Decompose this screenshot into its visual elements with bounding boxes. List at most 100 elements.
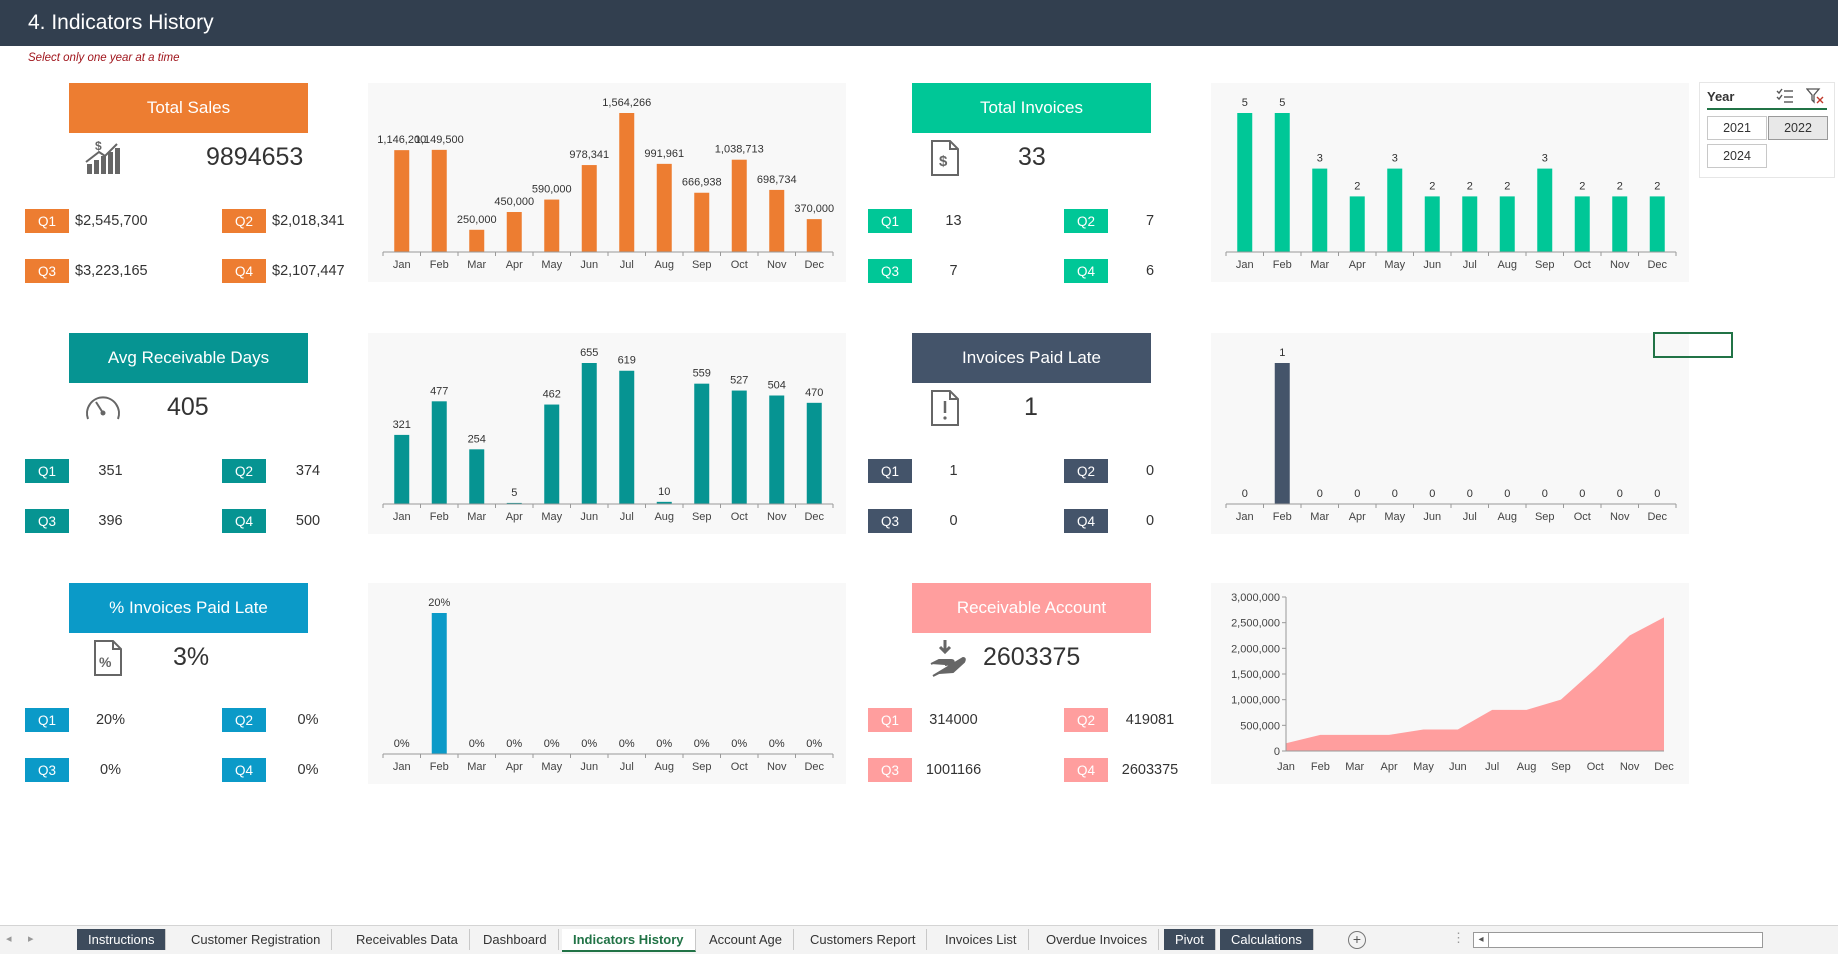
bar xyxy=(769,395,785,504)
tab-receivables-data[interactable]: Receivables Data xyxy=(345,929,470,950)
bar xyxy=(694,383,710,504)
bar xyxy=(1387,168,1403,252)
q3-value: 396 xyxy=(69,509,152,533)
q4-value: 6 xyxy=(1108,259,1192,283)
bar xyxy=(581,363,597,504)
x-tick-label: Apr xyxy=(506,761,523,773)
q2-value: $2,018,341 xyxy=(266,209,354,233)
q3-label: Q3 xyxy=(25,259,69,283)
data-label: 3 xyxy=(1542,153,1548,165)
bar xyxy=(394,150,410,252)
bar xyxy=(581,165,597,252)
data-label: 370,000 xyxy=(794,203,834,215)
data-label: 978,341 xyxy=(569,149,609,161)
bar xyxy=(1612,196,1628,252)
q2-value: 419081 xyxy=(1108,708,1192,732)
data-label: 0 xyxy=(1392,488,1398,500)
tab-instructions[interactable]: Instructions xyxy=(77,929,167,950)
add-sheet-icon[interactable]: + xyxy=(1348,931,1366,949)
tab-customer-registration[interactable]: Customer Registration xyxy=(180,929,333,950)
x-tick-label: Sep xyxy=(692,259,712,271)
data-label: 0 xyxy=(1504,488,1510,500)
x-tick-label: Sep xyxy=(692,511,712,523)
slicer-item-2024[interactable]: 2024 xyxy=(1707,144,1767,168)
y-tick-label: 2,500,000 xyxy=(1231,618,1280,630)
x-tick-label: Dec xyxy=(804,761,824,773)
q4-label: Q4 xyxy=(222,259,266,283)
data-label: 0 xyxy=(1242,488,1248,500)
hscroll-left-button[interactable]: ◂ xyxy=(1473,932,1489,948)
q2-value: 0 xyxy=(1108,459,1192,483)
horizontal-scrollbar[interactable] xyxy=(1488,932,1763,948)
q1-label: Q1 xyxy=(868,209,912,233)
q3-value: $3,223,165 xyxy=(69,259,160,283)
y-tick-label: 2,000,000 xyxy=(1231,643,1280,655)
data-label: 5 xyxy=(511,487,517,499)
x-tick-label: Mar xyxy=(467,259,486,271)
split-handle-icon[interactable]: ⋮ xyxy=(1452,930,1465,945)
x-tick-label: Nov xyxy=(1610,259,1630,271)
q2-label: Q2 xyxy=(222,708,266,732)
data-label: 1,564,266 xyxy=(602,97,651,109)
data-label: 0 xyxy=(1617,488,1623,500)
avg-days-value: 405 xyxy=(167,393,209,421)
title-bar: 4. Indicators History xyxy=(0,0,1838,46)
data-label: 477 xyxy=(430,385,448,397)
scroll-left-icon[interactable]: ◂ xyxy=(6,933,12,945)
svg-text:%: % xyxy=(99,654,112,670)
y-tick-label: 3,000,000 xyxy=(1231,592,1280,604)
q4-value: 500 xyxy=(266,509,350,533)
x-tick-label: Nov xyxy=(767,259,787,271)
selected-cell[interactable] xyxy=(1653,332,1733,358)
q4-label: Q4 xyxy=(1064,259,1108,283)
slicer-item-2021[interactable]: 2021 xyxy=(1707,116,1767,140)
bar xyxy=(469,449,485,504)
x-tick-label: May xyxy=(1413,761,1434,773)
x-tick-label: Dec xyxy=(804,259,824,271)
tab-overdue-invoices[interactable]: Overdue Invoices xyxy=(1035,929,1160,950)
bar xyxy=(806,402,822,504)
scroll-right-icon[interactable]: ▸ xyxy=(28,933,34,945)
data-label: 0% xyxy=(619,738,635,750)
q2-label: Q2 xyxy=(222,209,266,233)
data-label: 0% xyxy=(806,738,822,750)
data-label: 0 xyxy=(1579,488,1585,500)
data-label: 250,000 xyxy=(457,214,497,226)
multi-select-icon[interactable] xyxy=(1776,88,1794,104)
data-label: 10 xyxy=(658,486,670,498)
avg-days-card: 405 xyxy=(69,383,308,432)
tab-calculations[interactable]: Calculations xyxy=(1220,929,1314,950)
total-sales-card: $ 9894653 xyxy=(69,133,308,182)
x-tick-label: Aug xyxy=(1517,761,1537,773)
q2-value: 374 xyxy=(266,459,350,483)
x-tick-label: Apr xyxy=(1349,259,1366,271)
tab-indicators-history[interactable]: Indicators History xyxy=(562,929,696,952)
data-label: 698,734 xyxy=(757,174,797,186)
tab-customers-report[interactable]: Customers Report xyxy=(799,929,928,950)
data-label: 5 xyxy=(1279,97,1285,109)
tab-account-age[interactable]: Account Age xyxy=(698,929,794,950)
x-tick-label: Nov xyxy=(767,761,787,773)
clear-filter-icon[interactable] xyxy=(1806,88,1824,104)
bar xyxy=(1424,196,1440,252)
x-tick-label: Jun xyxy=(580,511,598,523)
tab-pivot[interactable]: Pivot xyxy=(1164,929,1216,950)
x-tick-label: Nov xyxy=(1620,761,1640,773)
data-label: 2 xyxy=(1354,180,1360,192)
total-invoices-header: Total Invoices xyxy=(912,83,1151,133)
bar xyxy=(656,163,672,252)
q4-label: Q4 xyxy=(222,509,266,533)
receivable-by-month-chart: 0 500,000 1,000,000 1,500,000 2,000,000 2,500… xyxy=(1211,583,1689,784)
invoice-dollar-icon: $ xyxy=(931,140,959,176)
data-label: 2 xyxy=(1504,180,1510,192)
tab-invoices-list[interactable]: Invoices List xyxy=(934,929,1029,950)
x-tick-label: May xyxy=(541,761,562,773)
pct-late-card: % 3% xyxy=(69,633,308,682)
bar xyxy=(1462,196,1478,252)
slicer-item-2022[interactable]: 2022 xyxy=(1768,116,1828,140)
total-sales-header: Total Sales xyxy=(69,83,308,133)
data-label: 0% xyxy=(769,738,785,750)
bar xyxy=(656,501,672,504)
y-tick-label: 500,000 xyxy=(1240,720,1280,732)
tab-dashboard[interactable]: Dashboard xyxy=(472,929,559,950)
